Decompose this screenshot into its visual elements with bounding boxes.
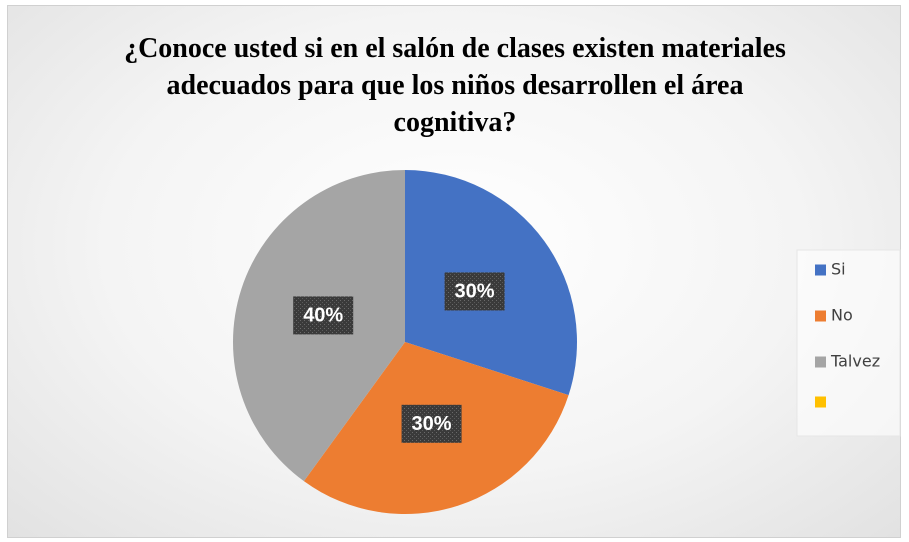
data-label-box bbox=[293, 296, 354, 335]
legend-marker bbox=[815, 396, 826, 408]
data-label: 30% bbox=[455, 281, 495, 303]
legend-marker bbox=[815, 356, 826, 368]
data-label-box bbox=[444, 272, 505, 311]
legend-label: No bbox=[831, 306, 853, 325]
legend-marker bbox=[815, 264, 826, 276]
legend-box bbox=[796, 249, 901, 437]
chart-title: ¿Conoce usted si en el salón de clases e… bbox=[124, 33, 786, 138]
data-label-box bbox=[401, 404, 462, 443]
legend-label: Si bbox=[831, 260, 846, 279]
legend-marker bbox=[815, 310, 826, 322]
data-label: 40% bbox=[303, 305, 343, 327]
data-label: 30% bbox=[412, 413, 452, 435]
legend-label: Talvez bbox=[830, 352, 880, 371]
